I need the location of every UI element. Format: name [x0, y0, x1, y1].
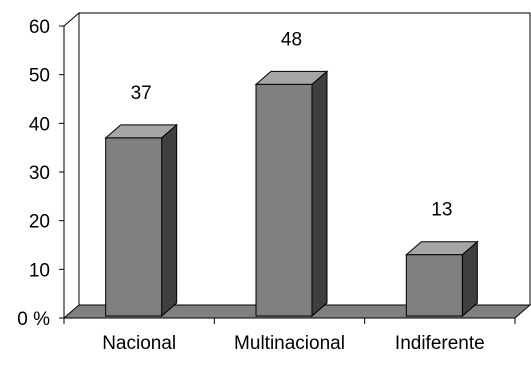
bar-side [461, 240, 478, 318]
bar-nacional [104, 123, 179, 318]
y-tick-label: 30 [29, 163, 50, 184]
bar-front [405, 254, 463, 317]
y-tick-label: 50 [29, 66, 50, 87]
y-tick-label: 60 [29, 17, 50, 38]
data-label: 13 [431, 200, 452, 221]
chart-labels: 0 % 10 20 30 40 50 60 37 Nacional 48 Multinacional… [17, 17, 484, 354]
chart-bars [104, 70, 479, 318]
bar-front [255, 83, 313, 317]
bar-multinacional [254, 70, 329, 318]
y-tick-label: 40 [29, 114, 50, 135]
left-wall [63, 11, 80, 318]
back-wall [79, 12, 531, 305]
x-tick-label: Nacional [102, 333, 176, 354]
data-label: 48 [281, 29, 302, 50]
y-tick-label: 10 [29, 260, 50, 281]
bar-side [161, 123, 178, 318]
y-tick-label: 0 % [17, 309, 50, 330]
bar-side [311, 70, 328, 318]
bar-front [105, 137, 163, 317]
x-tick-label: Indiferente [395, 333, 485, 354]
x-tick-label: Multinacional [234, 333, 345, 354]
chart-axes [59, 25, 516, 324]
y-tick-label: 20 [29, 212, 50, 233]
bar-indiferente [404, 240, 479, 318]
data-label: 37 [131, 83, 152, 104]
